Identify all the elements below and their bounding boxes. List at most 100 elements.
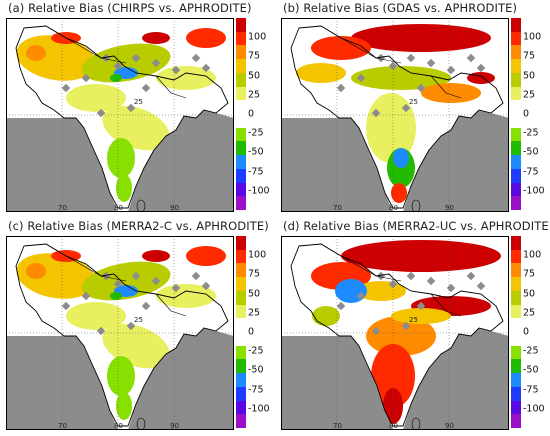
colorbar-segment: [236, 141, 246, 156]
colorbar-tick-label: 50: [523, 70, 536, 82]
colorbar-tick-label: -75: [248, 384, 264, 396]
lon-label-90: 90: [170, 204, 179, 212]
colorbar-segment: [511, 127, 521, 142]
lat-label-25: 25: [409, 316, 418, 324]
colorbar-segment: [236, 168, 246, 184]
colorbar-tick-label: -75: [248, 166, 264, 178]
colorbar-segment: [511, 31, 521, 46]
colorbar-tick-label: -25: [248, 127, 264, 139]
lon-label-70: 70: [58, 422, 67, 430]
colorbar-tick-label: 25: [248, 89, 261, 101]
colorbar-tick-label: 0: [523, 108, 530, 120]
lat-label-25: 25: [134, 316, 143, 324]
colorbar-segment: [511, 249, 521, 264]
colorbar-segment: [236, 59, 246, 74]
lon-label-80: 80: [389, 204, 398, 212]
colorbar-tick-label: -50: [523, 146, 539, 158]
colorbar-tick-label: -100: [248, 403, 270, 415]
colorbar-segment: [511, 414, 521, 429]
bias-map: [281, 18, 509, 212]
lon-label-90: 90: [445, 204, 454, 212]
colorbar: [511, 236, 521, 429]
lon-label-70: 70: [333, 422, 342, 430]
colorbar-segment: [511, 182, 521, 197]
colorbar-segment: [236, 290, 246, 306]
colorbar-segment: [511, 359, 521, 374]
colorbar-tick-label: 25: [248, 307, 261, 319]
map-panel-a: (a) Relative Bias (CHIRPS vs. APHRODITE)…: [0, 0, 275, 218]
colorbar-segment: [511, 155, 521, 170]
colorbar-tick-label: -100: [523, 403, 545, 415]
colorbar-segment: [511, 400, 521, 415]
colorbar-segment: [511, 304, 521, 319]
colorbar-segment: [236, 345, 246, 360]
colorbar-segment: [511, 86, 521, 101]
lon-label-80: 80: [114, 204, 123, 212]
colorbar-segment: [511, 59, 521, 74]
colorbar-tick-label: 50: [248, 70, 261, 82]
colorbar-segment: [511, 386, 521, 402]
colorbar-segment: [511, 45, 521, 60]
colorbar-tick-label: -25: [523, 345, 539, 357]
colorbar-segment: [511, 100, 521, 115]
colorbar-segment: [236, 72, 246, 88]
map-panel-d: (d) Relative Bias (MERRA2-UC vs. APHRODI…: [275, 218, 550, 436]
bias-map: [281, 236, 509, 430]
colorbar-segment: [236, 86, 246, 101]
colorbar-segment: [236, 196, 246, 211]
colorbar-segment: [511, 263, 521, 278]
colorbar-tick-label: -75: [523, 384, 539, 396]
colorbar-tick-label: 25: [523, 307, 536, 319]
colorbar-segment: [236, 182, 246, 197]
bias-map-svg: [6, 236, 234, 430]
colorbar-segment: [236, 304, 246, 319]
colorbar-tick-label: 100: [523, 249, 542, 261]
colorbar-segment: [511, 114, 521, 129]
colorbar-segment: [236, 45, 246, 60]
colorbar: [236, 18, 246, 211]
colorbar-tick-label: 100: [248, 31, 267, 43]
colorbar: [236, 236, 246, 429]
colorbar-segment: [511, 318, 521, 333]
colorbar-segment: [511, 236, 521, 251]
colorbar-tick-label: -100: [523, 185, 545, 197]
lat-label-25: 25: [134, 98, 143, 106]
bias-map: [6, 236, 234, 430]
map-panel-b: (b) Relative Bias (GDAS vs. APHRODITE) 25…: [275, 0, 550, 218]
colorbar-tick-label: -100: [248, 185, 270, 197]
colorbar-tick-label: 75: [248, 50, 261, 62]
colorbar-segment: [236, 386, 246, 402]
colorbar-tick-label: 100: [523, 31, 542, 43]
colorbar-segment: [511, 345, 521, 360]
colorbar-segment: [511, 332, 521, 347]
colorbar-segment: [511, 168, 521, 184]
colorbar-segment: [236, 114, 246, 129]
colorbar-tick-label: -50: [248, 146, 264, 158]
colorbar-tick-label: 25: [523, 89, 536, 101]
panel-title: (a) Relative Bias (CHIRPS vs. APHRODITE): [8, 1, 252, 15]
colorbar: [511, 18, 521, 211]
colorbar-tick-label: 75: [523, 50, 536, 62]
lat-label-25: 25: [409, 98, 418, 106]
colorbar-tick-label: -25: [523, 127, 539, 139]
colorbar-segment: [236, 18, 246, 33]
colorbar-segment: [511, 72, 521, 88]
colorbar-segment: [236, 249, 246, 264]
colorbar-segment: [511, 373, 521, 388]
map-panel-c: (c) Relative Bias (MERRA2-C vs. APHRODIT…: [0, 218, 275, 436]
colorbar-tick-label: 0: [248, 108, 255, 120]
colorbar-tick-label: 0: [248, 326, 255, 338]
colorbar-segment: [236, 277, 246, 292]
bias-map: [6, 18, 234, 212]
colorbar-tick-label: 75: [248, 268, 261, 280]
colorbar-segment: [511, 277, 521, 292]
lon-label-90: 90: [170, 422, 179, 430]
colorbar-segment: [236, 127, 246, 142]
colorbar-segment: [511, 196, 521, 211]
colorbar-tick-label: -25: [248, 345, 264, 357]
colorbar-tick-label: -50: [523, 364, 539, 376]
colorbar-segment: [236, 318, 246, 333]
colorbar-segment: [236, 400, 246, 415]
panel-title: (d) Relative Bias (MERRA2-UC vs. APHRODI…: [283, 219, 550, 233]
colorbar-segment: [236, 31, 246, 46]
